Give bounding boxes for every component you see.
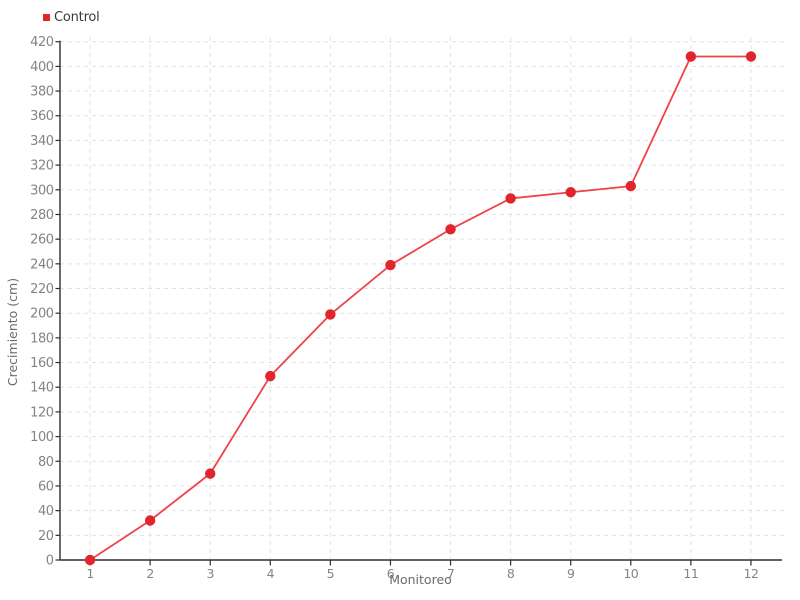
- y-tick-label: 320: [30, 159, 54, 174]
- y-tick-label: 180: [30, 331, 54, 346]
- y-tick-label: 360: [30, 109, 54, 124]
- x-tick-label: 12: [744, 566, 759, 581]
- data-point[interactable]: [84, 554, 96, 566]
- x-tick-label: 11: [683, 566, 698, 581]
- data-point[interactable]: [745, 51, 757, 62]
- y-tick-label: 120: [30, 405, 54, 420]
- gridlines: [60, 37, 786, 560]
- y-tick-label: 20: [38, 529, 54, 544]
- y-tick-label: 380: [30, 85, 54, 100]
- y-tick-label: 400: [30, 60, 54, 75]
- data-point[interactable]: [445, 224, 456, 235]
- x-tick-label: 10: [623, 566, 638, 581]
- y-tick-label: 300: [30, 183, 54, 198]
- y-tick-label: 0: [46, 554, 54, 569]
- y-tick-label: 100: [30, 430, 54, 445]
- x-tick-label: 2: [146, 566, 153, 581]
- y-tick-label: 40: [38, 504, 54, 519]
- x-tick-label: 8: [507, 566, 515, 581]
- y-tick-label: 240: [30, 257, 54, 272]
- axis-ticks: [55, 41, 752, 566]
- data-point[interactable]: [144, 515, 156, 526]
- y-tick-label: 340: [30, 134, 54, 149]
- data-point[interactable]: [625, 180, 636, 192]
- data-point[interactable]: [685, 51, 697, 62]
- series-control: [84, 51, 757, 566]
- x-tick-label: 7: [447, 566, 454, 581]
- y-axis-title: Crecimiento (cm): [5, 278, 20, 386]
- data-point[interactable]: [505, 193, 516, 204]
- y-tick-labels: 0 20 40 60 80 100 120 140 160 180 200 220 240 260 280 3…: [30, 35, 54, 568]
- legend-item-control[interactable]: Control: [43, 11, 100, 24]
- data-point[interactable]: [565, 187, 576, 198]
- series-line: [89, 55, 751, 561]
- y-tick-label: 80: [38, 455, 54, 470]
- x-tick-label: 3: [206, 566, 213, 581]
- x-tick-label: 1: [86, 566, 93, 581]
- data-point[interactable]: [385, 259, 396, 271]
- axes: [59, 40, 782, 561]
- data-point[interactable]: [325, 309, 336, 320]
- x-tick-label: 9: [567, 566, 575, 581]
- x-tick-label: 4: [267, 566, 275, 581]
- y-tick-label: 140: [30, 381, 54, 396]
- y-tick-label: 260: [30, 233, 54, 248]
- y-tick-label: 200: [30, 307, 54, 322]
- legend: Control: [43, 11, 100, 24]
- legend-swatch-icon: [43, 14, 50, 21]
- y-tick-label: 60: [38, 479, 54, 494]
- y-tick-label: 160: [30, 356, 54, 371]
- y-tick-label: 220: [30, 282, 54, 297]
- legend-label: Control: [54, 10, 100, 25]
- x-axis-title: Monitoreo: [389, 572, 452, 587]
- y-tick-label: 280: [30, 208, 54, 223]
- y-tick-label: 420: [30, 35, 54, 50]
- x-tick-labels: 1 2 3 4 5 6 7 8 9 10 11 12: [86, 566, 759, 581]
- data-point[interactable]: [265, 370, 276, 382]
- x-tick-label: 6: [387, 566, 395, 581]
- x-tick-label: 5: [327, 566, 334, 581]
- data-point[interactable]: [205, 468, 216, 479]
